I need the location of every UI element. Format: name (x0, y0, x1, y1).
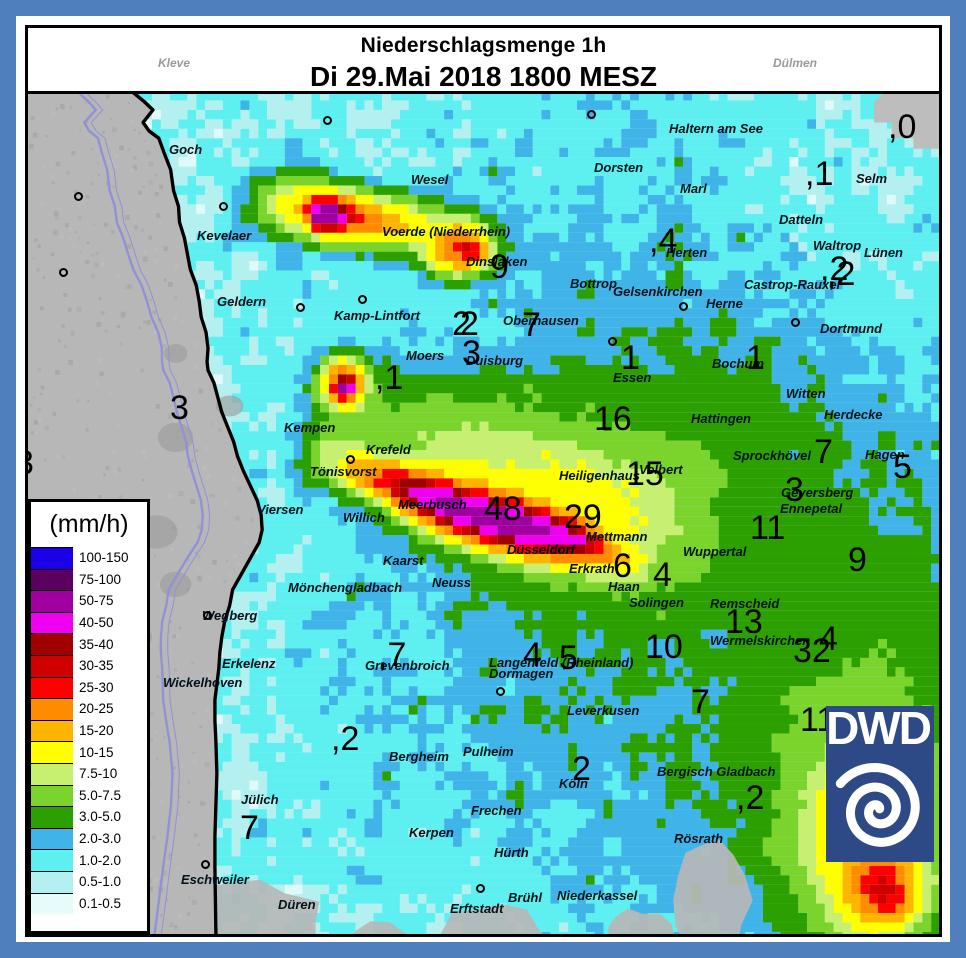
svg-text:DWD: DWD (826, 706, 931, 754)
